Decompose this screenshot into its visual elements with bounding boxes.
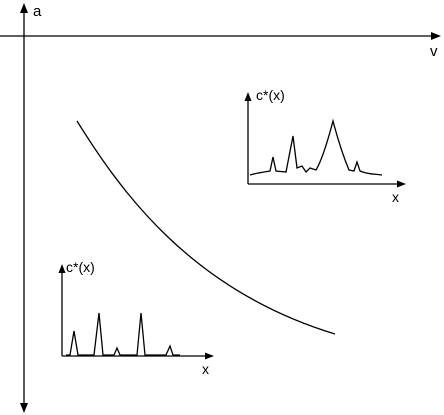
inset-right: c*(x) x	[244, 87, 406, 205]
main-vertical-axis-top-arrow	[20, 3, 28, 13]
main-curve	[76, 120, 336, 335]
inset-left-signal	[66, 312, 180, 356]
inset-right-y-label: c*(x)	[256, 87, 285, 103]
inset-right-signal	[249, 118, 383, 176]
main-vertical-axis-label: a	[33, 3, 42, 20]
inset-right-x-arrow	[397, 180, 406, 188]
inset-right-x-label: x	[392, 189, 399, 205]
inset-left-y-arrow	[58, 264, 66, 273]
main-vertical-axis: a	[20, 3, 42, 413]
inset-left-y-label: c*(x)	[66, 259, 95, 275]
inset-right-y-arrow	[244, 92, 252, 101]
inset-left-x-arrow	[205, 352, 214, 360]
main-horizontal-axis-label: v	[430, 43, 438, 60]
inset-left: c*(x) x	[58, 259, 214, 377]
main-horizontal-axis-arrow	[431, 32, 441, 40]
inset-left-x-label: x	[202, 361, 209, 377]
main-horizontal-axis: v	[0, 32, 441, 60]
main-vertical-axis-bottom-arrow	[20, 403, 28, 413]
